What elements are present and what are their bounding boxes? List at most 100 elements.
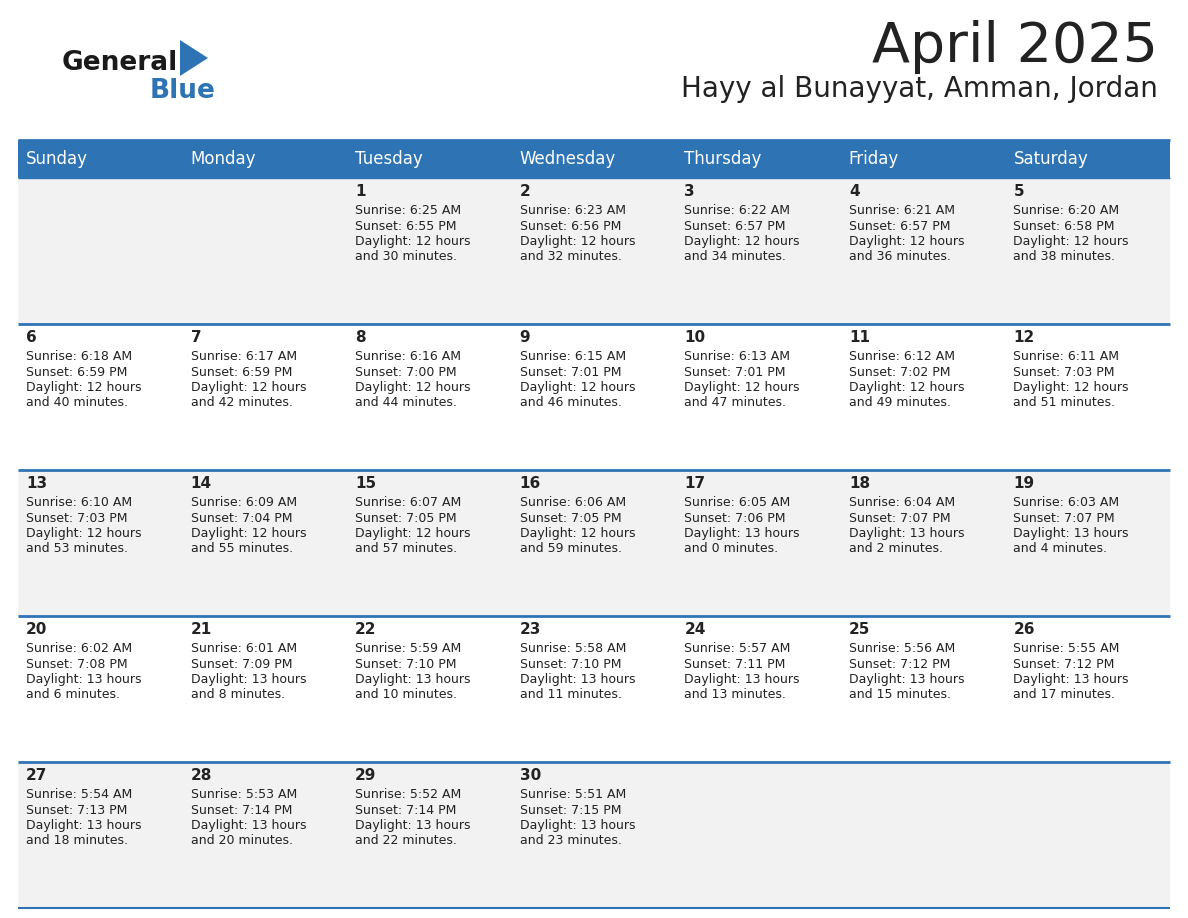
Text: Sunset: 7:08 PM: Sunset: 7:08 PM xyxy=(26,657,127,670)
Text: Sunrise: 6:09 AM: Sunrise: 6:09 AM xyxy=(190,496,297,509)
Text: Daylight: 12 hours: Daylight: 12 hours xyxy=(684,235,800,248)
Bar xyxy=(1005,140,1170,178)
Text: Sunrise: 6:21 AM: Sunrise: 6:21 AM xyxy=(849,204,955,217)
Text: Sunrise: 5:52 AM: Sunrise: 5:52 AM xyxy=(355,788,461,801)
Text: 7: 7 xyxy=(190,330,201,345)
Text: Sunset: 7:00 PM: Sunset: 7:00 PM xyxy=(355,365,456,378)
Text: Daylight: 12 hours: Daylight: 12 hours xyxy=(849,235,965,248)
Text: Sunset: 7:07 PM: Sunset: 7:07 PM xyxy=(849,511,950,524)
Text: Sunset: 7:14 PM: Sunset: 7:14 PM xyxy=(190,803,292,816)
Text: Friday: Friday xyxy=(849,150,899,168)
Text: Sunrise: 6:04 AM: Sunrise: 6:04 AM xyxy=(849,496,955,509)
Bar xyxy=(841,140,1005,178)
Text: Daylight: 12 hours: Daylight: 12 hours xyxy=(355,527,470,540)
Text: and 32 minutes.: and 32 minutes. xyxy=(519,251,621,263)
Text: 12: 12 xyxy=(1013,330,1035,345)
Text: and 30 minutes.: and 30 minutes. xyxy=(355,251,457,263)
Text: 18: 18 xyxy=(849,476,870,491)
Text: and 46 minutes.: and 46 minutes. xyxy=(519,397,621,409)
Text: 25: 25 xyxy=(849,622,871,637)
Text: Sunrise: 6:25 AM: Sunrise: 6:25 AM xyxy=(355,204,461,217)
Text: and 8 minutes.: and 8 minutes. xyxy=(190,688,285,701)
Text: and 40 minutes.: and 40 minutes. xyxy=(26,397,128,409)
Text: 15: 15 xyxy=(355,476,377,491)
Text: Sunrise: 6:16 AM: Sunrise: 6:16 AM xyxy=(355,350,461,363)
Text: Sunrise: 5:58 AM: Sunrise: 5:58 AM xyxy=(519,642,626,655)
Text: Sunset: 6:58 PM: Sunset: 6:58 PM xyxy=(1013,219,1114,232)
Text: 9: 9 xyxy=(519,330,530,345)
Text: Daylight: 12 hours: Daylight: 12 hours xyxy=(519,381,636,394)
Text: Thursday: Thursday xyxy=(684,150,762,168)
Text: and 22 minutes.: and 22 minutes. xyxy=(355,834,457,847)
Text: Daylight: 13 hours: Daylight: 13 hours xyxy=(355,819,470,832)
Bar xyxy=(676,140,841,178)
Text: Sunrise: 6:17 AM: Sunrise: 6:17 AM xyxy=(190,350,297,363)
Text: April 2025: April 2025 xyxy=(872,20,1158,74)
Bar xyxy=(512,140,676,178)
Text: and 42 minutes.: and 42 minutes. xyxy=(190,397,292,409)
Bar xyxy=(18,178,1170,324)
Text: and 20 minutes.: and 20 minutes. xyxy=(190,834,292,847)
Text: 4: 4 xyxy=(849,184,859,199)
Text: Sunset: 7:10 PM: Sunset: 7:10 PM xyxy=(519,657,621,670)
Text: Daylight: 13 hours: Daylight: 13 hours xyxy=(190,819,307,832)
Text: Sunset: 7:02 PM: Sunset: 7:02 PM xyxy=(849,365,950,378)
Text: Sunset: 7:06 PM: Sunset: 7:06 PM xyxy=(684,511,785,524)
Text: Sunset: 7:07 PM: Sunset: 7:07 PM xyxy=(1013,511,1116,524)
Text: Sunset: 7:12 PM: Sunset: 7:12 PM xyxy=(1013,657,1114,670)
Text: Sunrise: 5:51 AM: Sunrise: 5:51 AM xyxy=(519,788,626,801)
Text: 2: 2 xyxy=(519,184,531,199)
Text: Sunset: 7:03 PM: Sunset: 7:03 PM xyxy=(1013,365,1114,378)
Bar xyxy=(18,324,1170,470)
Text: Daylight: 13 hours: Daylight: 13 hours xyxy=(519,673,636,686)
Text: and 18 minutes.: and 18 minutes. xyxy=(26,834,128,847)
Text: 17: 17 xyxy=(684,476,706,491)
Text: Blue: Blue xyxy=(150,78,216,104)
Text: 5: 5 xyxy=(1013,184,1024,199)
Bar xyxy=(18,616,1170,762)
Text: 11: 11 xyxy=(849,330,870,345)
Text: and 47 minutes.: and 47 minutes. xyxy=(684,397,786,409)
Text: 30: 30 xyxy=(519,768,541,783)
Text: Sunset: 7:01 PM: Sunset: 7:01 PM xyxy=(519,365,621,378)
Text: Daylight: 13 hours: Daylight: 13 hours xyxy=(849,527,965,540)
Text: 19: 19 xyxy=(1013,476,1035,491)
Text: 3: 3 xyxy=(684,184,695,199)
Text: Sunrise: 6:10 AM: Sunrise: 6:10 AM xyxy=(26,496,132,509)
Text: and 2 minutes.: and 2 minutes. xyxy=(849,543,943,555)
Text: 22: 22 xyxy=(355,622,377,637)
Text: and 10 minutes.: and 10 minutes. xyxy=(355,688,457,701)
Text: and 55 minutes.: and 55 minutes. xyxy=(190,543,292,555)
Text: 27: 27 xyxy=(26,768,48,783)
Text: Daylight: 12 hours: Daylight: 12 hours xyxy=(190,527,307,540)
Text: Sunday: Sunday xyxy=(26,150,88,168)
Text: Sunrise: 5:56 AM: Sunrise: 5:56 AM xyxy=(849,642,955,655)
Text: Saturday: Saturday xyxy=(1013,150,1088,168)
Text: Sunrise: 6:07 AM: Sunrise: 6:07 AM xyxy=(355,496,461,509)
Polygon shape xyxy=(181,40,208,76)
Text: Daylight: 12 hours: Daylight: 12 hours xyxy=(519,527,636,540)
Text: and 4 minutes.: and 4 minutes. xyxy=(1013,543,1107,555)
Text: and 17 minutes.: and 17 minutes. xyxy=(1013,688,1116,701)
Text: 29: 29 xyxy=(355,768,377,783)
Text: Sunset: 7:05 PM: Sunset: 7:05 PM xyxy=(519,511,621,524)
Text: Sunset: 6:59 PM: Sunset: 6:59 PM xyxy=(26,365,127,378)
Text: 26: 26 xyxy=(1013,622,1035,637)
Text: 14: 14 xyxy=(190,476,211,491)
Text: Daylight: 13 hours: Daylight: 13 hours xyxy=(190,673,307,686)
Text: Sunrise: 6:22 AM: Sunrise: 6:22 AM xyxy=(684,204,790,217)
Text: Sunrise: 5:54 AM: Sunrise: 5:54 AM xyxy=(26,788,132,801)
Text: Daylight: 12 hours: Daylight: 12 hours xyxy=(1013,381,1129,394)
Text: Daylight: 12 hours: Daylight: 12 hours xyxy=(190,381,307,394)
Text: Sunrise: 6:20 AM: Sunrise: 6:20 AM xyxy=(1013,204,1119,217)
Text: 21: 21 xyxy=(190,622,211,637)
Text: Daylight: 12 hours: Daylight: 12 hours xyxy=(355,381,470,394)
Text: 24: 24 xyxy=(684,622,706,637)
Bar xyxy=(347,140,512,178)
Text: 10: 10 xyxy=(684,330,706,345)
Text: Sunrise: 6:15 AM: Sunrise: 6:15 AM xyxy=(519,350,626,363)
Text: Sunrise: 6:18 AM: Sunrise: 6:18 AM xyxy=(26,350,132,363)
Text: Daylight: 13 hours: Daylight: 13 hours xyxy=(849,673,965,686)
Text: Sunset: 7:03 PM: Sunset: 7:03 PM xyxy=(26,511,127,524)
Text: and 36 minutes.: and 36 minutes. xyxy=(849,251,950,263)
